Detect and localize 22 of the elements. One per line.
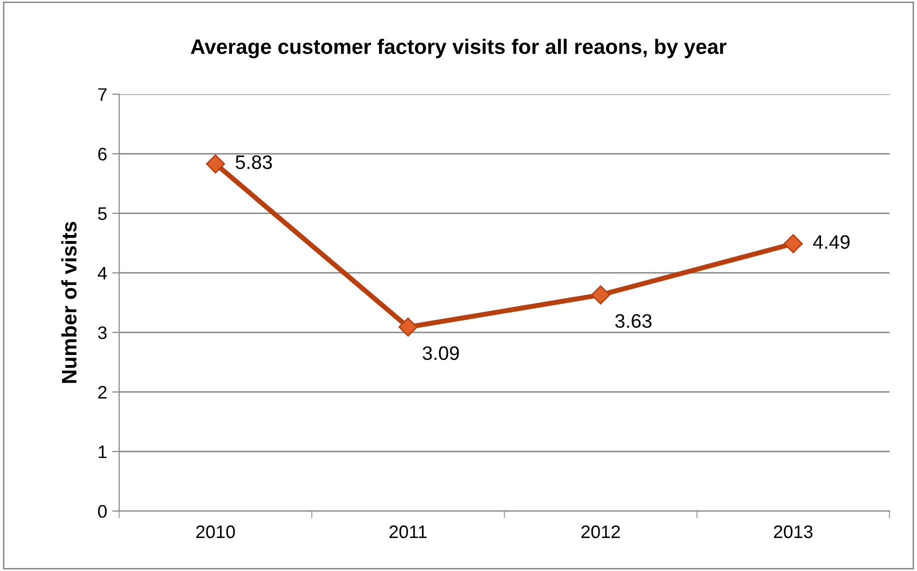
y-tick-label: 5 bbox=[98, 207, 107, 220]
x-tick-label: 2012 bbox=[581, 525, 620, 538]
data-label: 3.63 bbox=[615, 314, 652, 328]
y-tick-label: 1 bbox=[98, 446, 107, 458]
y-tick-label: 0 bbox=[98, 504, 107, 518]
y-axis-title: Number of visits bbox=[61, 222, 77, 383]
point bbox=[591, 285, 610, 304]
data-label: 4.49 bbox=[813, 235, 850, 249]
chart-title: Average customer factory visits for all reaons, by year bbox=[190, 38, 726, 58]
y-tick-label: 4 bbox=[98, 266, 107, 280]
point bbox=[784, 234, 803, 254]
y-tick-label: 2 bbox=[98, 386, 106, 398]
x-tick-label: 2010 bbox=[196, 525, 235, 538]
data-label: 5.83 bbox=[236, 155, 272, 170]
data-label: 3.09 bbox=[422, 346, 459, 360]
x-tick-label: 2013 bbox=[774, 525, 812, 538]
point bbox=[398, 318, 418, 337]
x-tick-label: 2011 bbox=[390, 525, 427, 538]
y-tick-label: 7 bbox=[98, 88, 106, 101]
y-tick-label: 6 bbox=[98, 148, 107, 160]
y-tick-label: 3 bbox=[98, 326, 107, 340]
point bbox=[206, 154, 226, 174]
